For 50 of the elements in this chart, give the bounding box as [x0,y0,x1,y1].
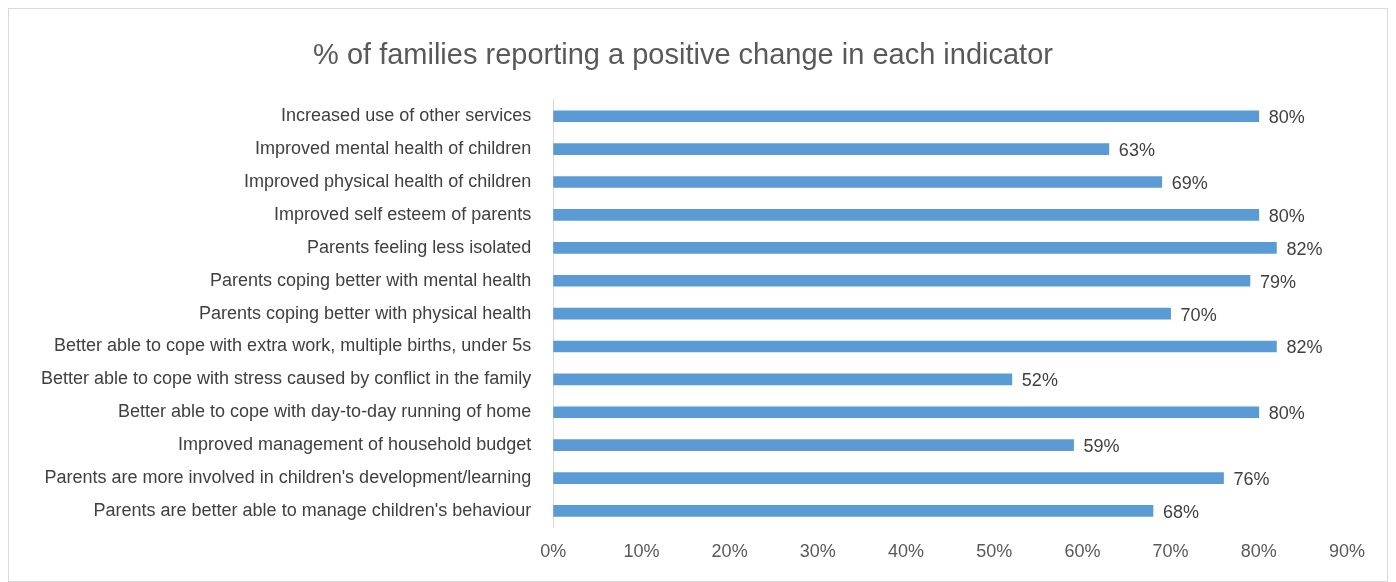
y-tick-label: Better able to cope with day-to-day running of home [117,401,532,422]
data-label: 68% [1162,501,1199,522]
x-tick-label: 50% [976,541,1013,562]
y-tick-label: Parents are better able to manage children's behaviour [93,499,532,520]
data-label: 79% [1259,271,1297,292]
bar [553,472,1224,484]
bar [553,439,1074,451]
x-tick-label: 40% [888,541,925,562]
data-label: 70% [1180,304,1217,325]
bar [553,307,1171,320]
data-label: 80% [1268,205,1305,226]
x-tick-label: 10% [623,541,660,562]
chart-title: % of families reporting a positive change in each indicator [313,38,1054,71]
bar [553,274,1251,287]
y-tick-label: Improved management of household budget [177,434,532,455]
data-label: 80% [1268,403,1305,424]
bar [553,209,1260,221]
x-tick-label: 90% [1328,541,1366,562]
bar [553,110,1260,123]
bar [553,406,1260,419]
y-tick-label: Increased use of other services [281,105,532,126]
bar [553,241,1277,254]
x-tick-label: 30% [799,541,836,562]
y-tick-label: Improved mental health of children [255,138,532,159]
bar [553,505,1154,517]
y-tick-label: Better able to cope with extra work, multiple births, under 5s [54,335,532,356]
data-label: 63% [1118,140,1155,161]
y-tick-label: Parents are more involved in children's development/learning [44,467,532,488]
x-tick-label: 80% [1240,541,1277,562]
x-tick-label: 70% [1152,541,1189,562]
x-tick-label: 20% [711,541,748,562]
x-tick-label: 60% [1064,541,1101,562]
y-tick-label: Better able to cope with stress caused by conflict in the family [40,368,532,389]
data-label: 69% [1171,173,1208,193]
data-label: 52% [1021,370,1058,391]
y-tick-label: Improved self esteem of parents [274,203,532,224]
bar [553,340,1277,353]
data-label: 59% [1083,436,1120,457]
data-label: 80% [1268,107,1305,128]
bar [553,373,1013,386]
y-tick-label: Parents feeling less isolated [307,236,532,257]
data-label: 82% [1286,337,1323,358]
y-tick-label: Parents coping better with mental health [210,269,532,290]
data-label: 76% [1233,469,1270,490]
y-tick-label: Improved physical health of children [244,171,532,191]
bar [553,143,1110,155]
x-tick-label: 0% [540,541,567,562]
data-label: 82% [1286,238,1323,259]
y-tick-label: Parents coping better with physical health [199,302,532,323]
bar [553,176,1163,188]
